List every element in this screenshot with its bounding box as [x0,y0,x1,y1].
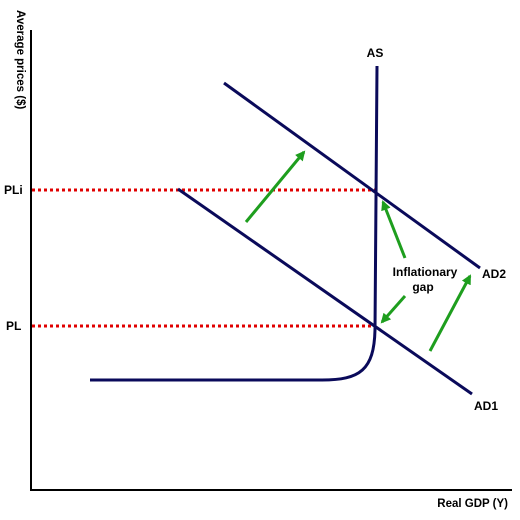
shift-arrow-lower [428,274,472,352]
gap-label-line2: gap [412,280,433,294]
as-curve [90,65,379,382]
ad1-curve [177,187,473,396]
pl-label: PL [6,319,21,333]
as-label: AS [367,46,384,60]
x-axis-label: Real GDP (Y) [437,498,508,510]
gap-arrow-up [381,200,407,259]
pli-label: PLi [4,183,23,197]
ad2-curve [223,81,481,270]
ad1-label: AD1 [474,399,498,413]
gap-arrow-down [380,295,407,324]
gap-label-line1: Inflationary [393,265,458,279]
shift-arrow-upper [244,150,306,223]
y-axis-label: Average prices ($) [14,10,26,109]
ad2-label: AD2 [482,267,506,281]
